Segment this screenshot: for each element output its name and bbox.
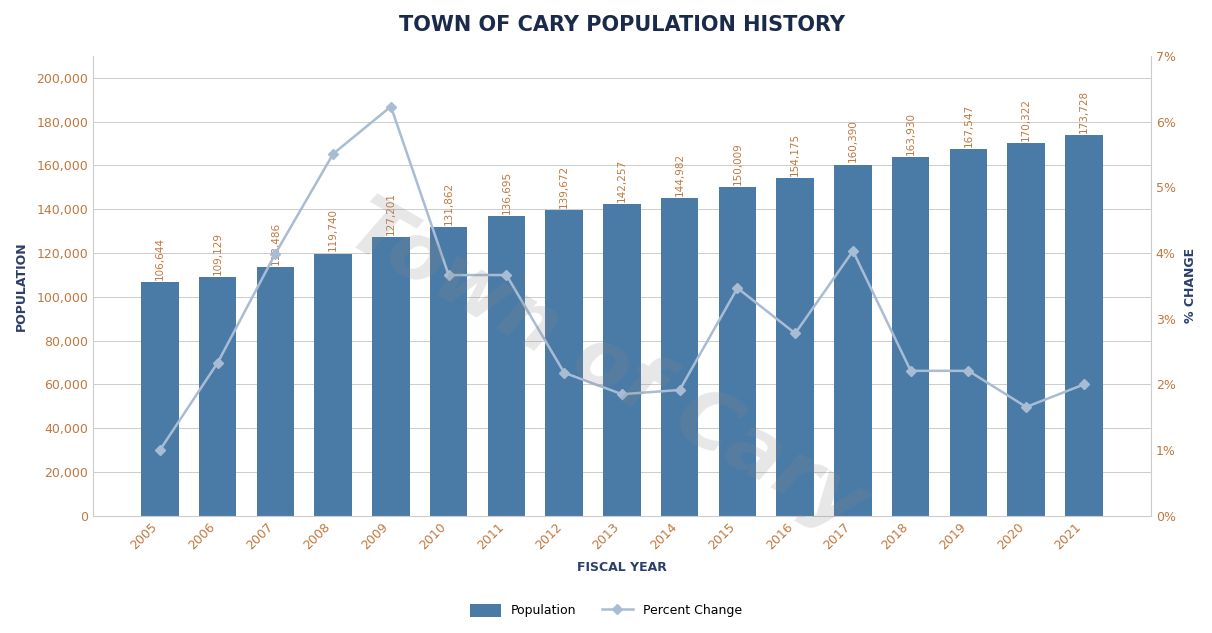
Text: 131,862: 131,862 [444,182,453,225]
Text: 136,695: 136,695 [502,171,511,215]
Bar [545,210,583,516]
Text: 167,547: 167,547 [964,104,973,147]
Bar [487,216,525,516]
Text: 163,930: 163,930 [905,111,916,154]
Bar [604,204,641,516]
Text: 144,982: 144,982 [675,153,685,196]
Bar [1007,143,1045,516]
Bar [834,165,871,516]
Bar [257,267,295,516]
Text: 106,644: 106,644 [155,237,165,280]
Text: Town of Cary: Town of Cary [333,187,879,547]
Text: 142,257: 142,257 [617,159,627,202]
Bar [950,149,988,516]
Text: 113,486: 113,486 [270,222,280,265]
Text: 119,740: 119,740 [328,208,338,251]
Bar [314,254,351,516]
Text: 173,728: 173,728 [1079,90,1088,133]
X-axis label: FISCAL YEAR: FISCAL YEAR [577,561,667,573]
Bar [661,198,698,516]
Bar [430,227,468,516]
Text: 154,175: 154,175 [790,133,800,176]
Bar [372,237,410,516]
Text: 109,129: 109,129 [212,232,223,275]
Bar [1065,135,1103,516]
Bar [892,157,930,516]
Text: 160,390: 160,390 [848,120,858,163]
Text: 139,672: 139,672 [559,165,570,208]
Bar [141,282,178,516]
Y-axis label: % CHANGE: % CHANGE [1184,248,1197,323]
Text: 127,201: 127,201 [385,192,396,235]
Title: TOWN OF CARY POPULATION HISTORY: TOWN OF CARY POPULATION HISTORY [399,15,845,35]
Y-axis label: POPULATION: POPULATION [15,241,28,330]
Bar [777,179,814,516]
Text: 170,322: 170,322 [1022,97,1031,141]
Legend: Population, Percent Change: Population, Percent Change [464,598,748,624]
Bar [199,277,236,516]
Bar [719,187,756,516]
Text: 150,009: 150,009 [732,142,743,185]
